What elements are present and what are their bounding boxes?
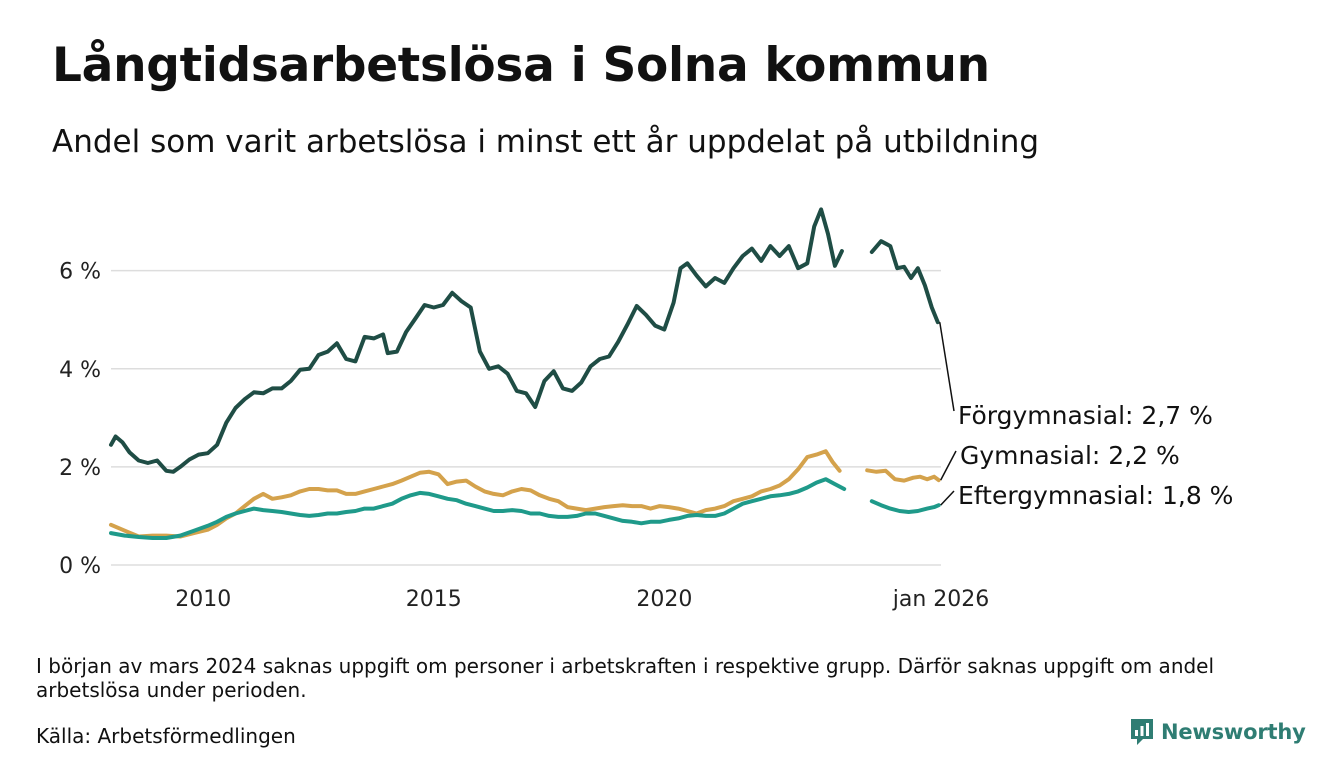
- end-label-forgymnasial: Förgymnasial: 2,7 %: [958, 401, 1213, 430]
- chart-title: Långtidsarbetslösa i Solna kommun: [52, 38, 990, 93]
- footnote: I början av mars 2024 saknas uppgift om …: [36, 654, 1215, 702]
- x-axis-ticks: 2010 2015 2020 jan 2026: [175, 587, 989, 612]
- end-label-leader-eftergymnasial: [940, 490, 955, 506]
- y-tick-label: 2 %: [59, 456, 101, 481]
- end-label-leader-gymnasial: [940, 450, 957, 481]
- brand-logo[interactable]: Newsworthy: [1129, 717, 1306, 747]
- chart-subtitle: Andel som varit arbetslösa i minst ett å…: [52, 124, 1040, 160]
- brand-name: Newsworthy: [1161, 720, 1306, 744]
- end-labels: Förgymnasial: 2,7 % Gymnasial: 2,2 % Efter…: [939, 322, 1233, 510]
- series-line-forgymnasial-1: [109, 207, 844, 474]
- series-lines: [109, 207, 941, 540]
- series-line-forgymnasial-2: [869, 239, 940, 325]
- x-tick-label: 2020: [636, 587, 692, 612]
- x-tick-label: jan 2026: [892, 587, 990, 612]
- series-line-gymnasial-2: [865, 468, 941, 483]
- y-tick-label: 0 %: [59, 554, 101, 579]
- gridlines: [111, 269, 941, 566]
- x-tick-label: 2015: [406, 587, 462, 612]
- end-label-eftergymnasial: Eftergymnasial: 1,8 %: [958, 481, 1233, 510]
- series-line-eftergymnasial-2: [869, 499, 941, 514]
- series-line-eftergymnasial-1: [109, 477, 847, 540]
- x-tick-label: 2010: [175, 587, 231, 612]
- end-label-leader-forgymnasial: [939, 322, 955, 412]
- y-tick-label: 4 %: [59, 358, 101, 383]
- end-label-gymnasial: Gymnasial: 2,2 %: [960, 441, 1180, 470]
- bar-chart-icon: [1131, 719, 1153, 745]
- source-text: Källa: Arbetsförmedlingen: [36, 724, 296, 748]
- y-tick-label: 6 %: [59, 260, 101, 285]
- series-line-gymnasial-1: [109, 449, 842, 539]
- y-axis-ticks: 0 % 2 % 4 % 6 %: [59, 260, 101, 579]
